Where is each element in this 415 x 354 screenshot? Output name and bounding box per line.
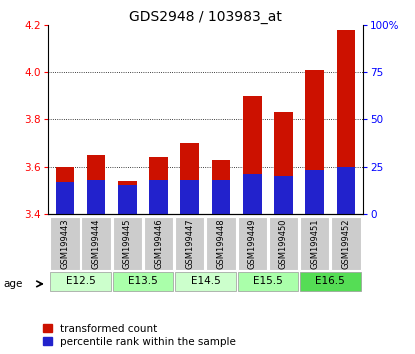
- Bar: [181, 180, 199, 214]
- Text: GSM199449: GSM199449: [248, 218, 257, 269]
- Bar: [337, 29, 355, 214]
- Text: GSM199451: GSM199451: [310, 218, 319, 269]
- Legend: transformed count, percentile rank within the sample: transformed count, percentile rank withi…: [43, 324, 236, 347]
- Bar: [274, 176, 293, 214]
- Text: GSM199452: GSM199452: [342, 218, 350, 269]
- Title: GDS2948 / 103983_at: GDS2948 / 103983_at: [129, 10, 282, 24]
- Bar: [238, 272, 298, 291]
- Bar: [87, 180, 105, 214]
- Bar: [50, 272, 111, 291]
- Text: GSM199445: GSM199445: [123, 218, 132, 269]
- Bar: [144, 217, 173, 270]
- Text: GSM199446: GSM199446: [154, 218, 163, 269]
- Text: E14.5: E14.5: [190, 276, 220, 286]
- Bar: [118, 184, 137, 214]
- Text: GSM199450: GSM199450: [279, 218, 288, 269]
- Bar: [118, 181, 137, 214]
- Bar: [113, 217, 142, 270]
- Bar: [300, 217, 330, 270]
- Text: GSM199448: GSM199448: [217, 218, 225, 269]
- Bar: [331, 217, 361, 270]
- Bar: [56, 182, 74, 214]
- Bar: [300, 272, 361, 291]
- Text: age: age: [3, 279, 23, 289]
- Bar: [212, 180, 230, 214]
- Text: E16.5: E16.5: [315, 276, 345, 286]
- Bar: [149, 157, 168, 214]
- Bar: [175, 217, 205, 270]
- Bar: [243, 96, 261, 214]
- Bar: [269, 217, 298, 270]
- Bar: [337, 167, 355, 214]
- Bar: [305, 170, 324, 214]
- Bar: [238, 217, 267, 270]
- Text: GSM199444: GSM199444: [92, 218, 100, 269]
- Bar: [50, 217, 80, 270]
- Bar: [87, 155, 105, 214]
- Text: GSM199447: GSM199447: [186, 218, 194, 269]
- Text: E15.5: E15.5: [253, 276, 283, 286]
- Bar: [81, 217, 111, 270]
- Bar: [243, 174, 261, 214]
- Text: E13.5: E13.5: [128, 276, 158, 286]
- Bar: [206, 217, 236, 270]
- Bar: [305, 70, 324, 214]
- Bar: [149, 180, 168, 214]
- Bar: [113, 272, 173, 291]
- Bar: [274, 112, 293, 214]
- Bar: [212, 160, 230, 214]
- Bar: [181, 143, 199, 214]
- Text: GSM199443: GSM199443: [61, 218, 69, 269]
- Text: E12.5: E12.5: [66, 276, 95, 286]
- Bar: [175, 272, 236, 291]
- Bar: [56, 167, 74, 214]
